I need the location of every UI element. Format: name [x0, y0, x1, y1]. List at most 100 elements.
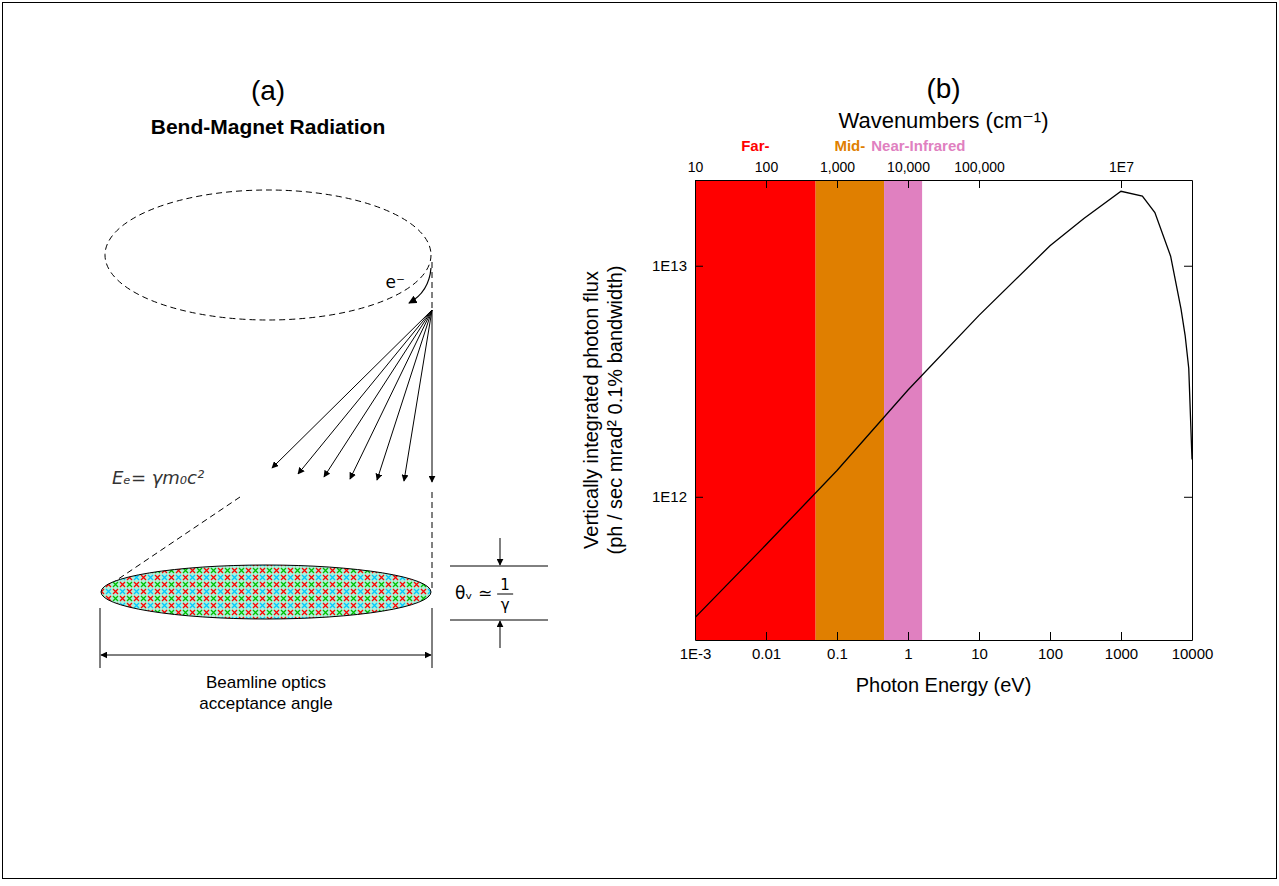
tick-mark [1184, 497, 1192, 498]
x-axis-tick: 0.01 [752, 632, 781, 662]
figure-frame [3, 3, 1277, 879]
flux-curve [695, 191, 1192, 617]
tick-label: 0.1 [827, 645, 848, 662]
tick-mark [1184, 266, 1192, 267]
y-axis-right [1184, 181, 1193, 641]
fraction-bar [497, 594, 513, 595]
tick-mark [908, 180, 909, 188]
tick-mark [979, 180, 980, 188]
theta-line [450, 620, 548, 621]
tick-mark [1121, 180, 1122, 188]
acceptance-label: Beamline opticsacceptance angle [199, 673, 332, 713]
tick-label: 1E7 [1109, 159, 1134, 175]
band-label: Far- [741, 137, 769, 154]
y-axis-title: (ph / sec mrad² 0.1% bandwidth) [604, 265, 626, 554]
x-axis-tick: 0.1 [827, 632, 848, 662]
radiation-ray [324, 310, 432, 477]
band [816, 180, 884, 640]
tick-mark [695, 266, 703, 267]
tick-label: 1000 [1105, 645, 1138, 662]
panel-letter: (b) [926, 73, 960, 104]
theta-denominator: γ [501, 596, 510, 614]
plot-marks [695, 180, 1192, 640]
y-axis-tick: 1E13 [652, 257, 703, 274]
tick-mark [837, 180, 838, 188]
tick-label: 1,000 [820, 159, 855, 175]
theta-arrow [500, 538, 501, 565]
tick-label: 100 [755, 159, 779, 175]
x-axis-line [696, 640, 1193, 641]
y-axis-tick: 1E12 [652, 488, 703, 505]
tick-mark [695, 180, 696, 188]
tick-mark [766, 180, 767, 188]
x2-axis-tick: 100 [755, 159, 779, 188]
x-axis-title: Photon Energy (eV) [856, 674, 1032, 696]
x-axis-tick: 1 [904, 632, 912, 662]
energy-label: Eₑ= γm₀c² [112, 467, 204, 488]
radiation-ray [404, 310, 432, 481]
dimension-tick [100, 608, 101, 668]
y-axis-title: Vertically integrated photon flux [580, 271, 602, 549]
x-axis-tick: 100 [1038, 632, 1063, 662]
y-axis-right-line [1192, 181, 1193, 641]
x2-axis-tick: 10,000 [887, 159, 930, 188]
x2-axis: 10 100 1,000 10,000 100,000 1E7 [688, 159, 1193, 188]
panel-heading: Bend-Magnet Radiation [151, 115, 386, 138]
panel-b: 1E-30.010.11101001000100001E121E13101001… [580, 73, 1213, 696]
tick-mark [1050, 632, 1051, 640]
tick-mark [1121, 632, 1122, 640]
tick-mark [979, 632, 980, 640]
theta-line [450, 566, 548, 567]
figure: (a) Bend-Magnet Radiation e⁻ Eₑ= γm₀c² Beaml… [0, 0, 1279, 886]
band-label: Mid- [834, 137, 865, 154]
tick-label: 10 [971, 645, 988, 662]
tick-label: 10000 [1172, 645, 1214, 662]
tick-label: 10 [688, 159, 704, 175]
panel-letter: (a) [251, 75, 285, 106]
electron-label: e⁻ [386, 272, 405, 292]
y-axis-right-tick [1184, 266, 1192, 267]
x2-axis-title: Wavenumbers (cm⁻¹) [838, 108, 1048, 133]
radiation-ray [272, 310, 432, 468]
tick-label: 0.01 [752, 645, 781, 662]
band [695, 180, 816, 640]
radiation-ray [377, 310, 432, 480]
tick-label: 1E-3 [680, 645, 712, 662]
tick-label: 100 [1038, 645, 1063, 662]
theta-symbol: θᵥ ≃ [455, 583, 492, 603]
dimension-tick [432, 608, 433, 668]
band-label: Near-Infrared [871, 137, 965, 154]
dimension-line [101, 655, 431, 656]
x2-axis-tick: 100,000 [954, 159, 1005, 188]
tick-label: 1 [904, 645, 912, 662]
x-axis-tick: 10 [971, 632, 988, 662]
theta-numerator: 1 [500, 576, 510, 594]
electron-orbit [105, 190, 431, 320]
x2-axis-tick: 1E7 [1109, 159, 1134, 188]
orbit-tangent [432, 262, 433, 310]
y-axis: 1E12 1E13 [652, 181, 703, 641]
x2-axis-tick: 10 [688, 159, 704, 188]
beam-cross-section [101, 565, 431, 619]
panel-a: (a) Bend-Magnet Radiation e⁻ Eₑ= γm₀c² Beaml… [100, 75, 548, 713]
x-axis-tick: 1000 [1105, 632, 1138, 662]
tick-label: 1E12 [652, 488, 687, 505]
tick-mark [837, 632, 838, 640]
radiation-ray [298, 310, 432, 474]
tick-label: 1E13 [652, 257, 687, 274]
y-axis-line [695, 181, 696, 641]
tick-mark [695, 497, 703, 498]
radiation-ray [350, 310, 432, 479]
y-axis-right-tick [1184, 497, 1192, 498]
tick-label: 100,000 [954, 159, 1005, 175]
x-axis: 1E-3 0.01 0.1 1 10 100 1000 10000 [680, 632, 1214, 662]
theta-arrow [500, 621, 501, 648]
tick-mark [766, 632, 767, 640]
x2-axis-line [696, 180, 1193, 181]
tick-mark [908, 632, 909, 640]
radiation-ray [432, 310, 433, 482]
electron-arrow [409, 268, 431, 303]
tick-label: 10,000 [887, 159, 930, 175]
x2-axis-tick: 1,000 [820, 159, 855, 188]
fan-edge-right [432, 492, 433, 592]
